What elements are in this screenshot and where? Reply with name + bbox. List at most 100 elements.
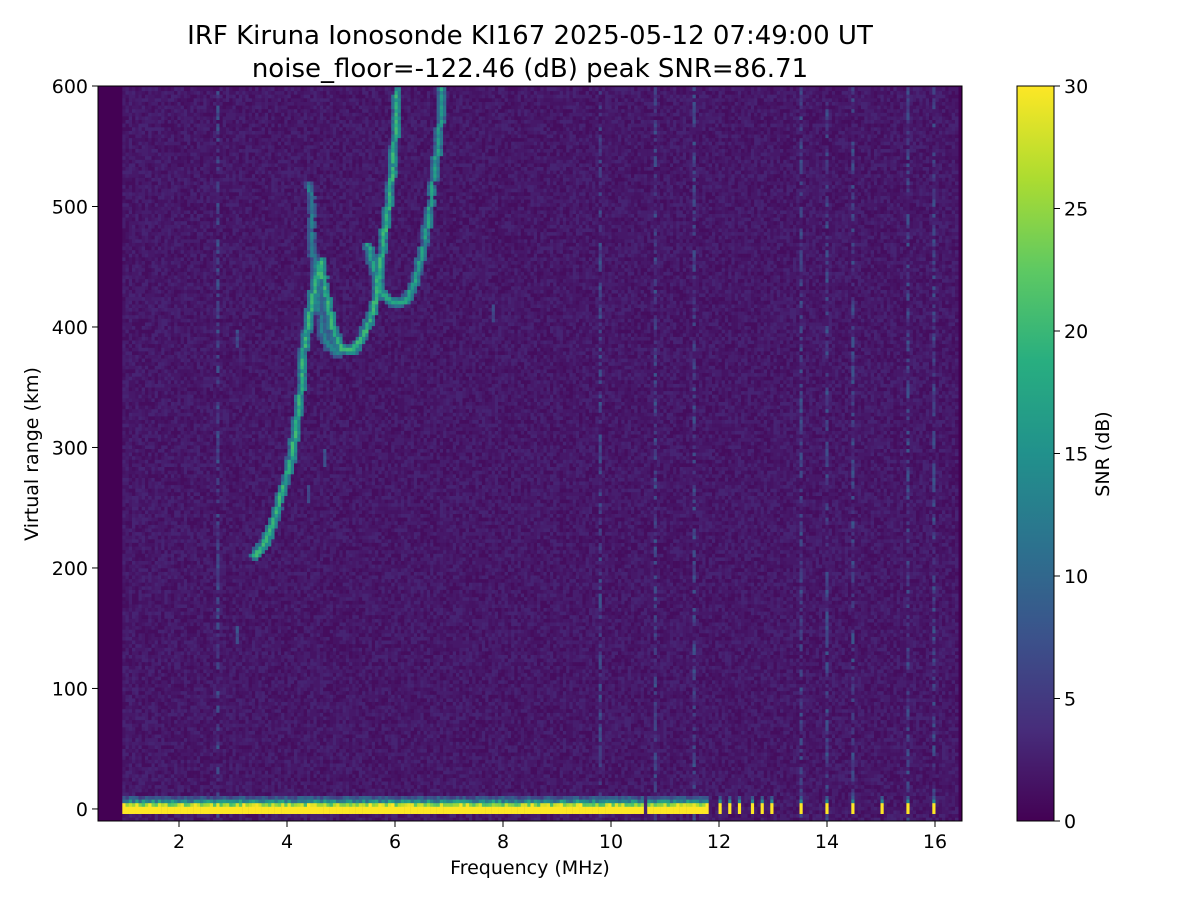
heatmap-cell xyxy=(174,90,178,95)
heatmap-cell xyxy=(187,517,191,525)
heatmap-cell xyxy=(132,361,136,366)
heatmap-cell xyxy=(148,239,152,243)
heatmap-cell xyxy=(196,560,201,565)
heatmap-cell xyxy=(138,123,142,131)
heatmap-cell xyxy=(187,593,191,598)
heatmap-cell xyxy=(141,369,146,374)
heatmap-cell xyxy=(200,376,204,381)
heatmap-cell xyxy=(180,781,185,786)
heatmap-cell xyxy=(122,466,126,471)
heatmap-cell xyxy=(151,192,155,196)
heatmap-cell xyxy=(148,242,152,247)
heatmap-cell xyxy=(145,98,149,102)
heatmap-cell xyxy=(183,521,188,525)
heatmap-cell xyxy=(125,636,129,641)
heatmap-cell xyxy=(213,770,217,775)
heatmap-cell xyxy=(167,307,172,312)
heatmap-cell xyxy=(135,629,139,637)
heatmap-cell xyxy=(148,546,152,551)
heatmap-cell xyxy=(148,792,152,796)
heatmap-cell xyxy=(203,777,207,782)
heatmap-cell xyxy=(164,531,168,536)
heatmap-cell xyxy=(187,434,191,439)
heatmap-cell xyxy=(125,788,129,793)
heatmap-cell xyxy=(203,582,207,587)
heatmap-cell xyxy=(145,224,149,229)
heatmap-cell xyxy=(187,163,191,167)
heatmap-cell xyxy=(183,390,188,395)
heatmap-cell xyxy=(128,549,133,554)
heatmap-cell xyxy=(154,730,159,735)
heatmap-cell xyxy=(132,506,136,511)
heatmap-cell xyxy=(187,224,191,229)
heatmap-cell xyxy=(145,455,149,460)
heatmap-cell xyxy=(193,246,198,251)
heatmap-cell xyxy=(122,217,126,229)
heatmap-cell xyxy=(187,763,191,768)
heatmap-cell xyxy=(138,152,142,157)
heatmap-cell xyxy=(132,781,136,786)
heatmap-cell xyxy=(157,249,162,254)
heatmap-cell xyxy=(161,318,165,330)
heatmap-cell xyxy=(219,615,223,619)
heatmap-cell xyxy=(170,643,175,648)
heatmap-cell xyxy=(203,672,207,677)
heatmap-cell xyxy=(135,398,139,402)
heatmap-cell xyxy=(135,571,139,576)
heatmap-cell xyxy=(145,604,149,608)
heatmap-cell xyxy=(196,792,201,796)
heatmap-cell xyxy=(193,286,198,290)
heatmap-cell xyxy=(216,94,220,99)
heatmap-cell xyxy=(219,542,223,547)
heatmap-cell xyxy=(145,217,149,225)
heatmap-cell xyxy=(145,394,149,399)
heatmap-cell xyxy=(125,119,129,124)
heatmap-cell xyxy=(170,672,175,677)
heatmap-cell xyxy=(216,474,220,478)
heatmap-cell xyxy=(125,521,129,525)
heatmap-cell xyxy=(209,390,214,399)
heatmap-cell xyxy=(206,535,210,540)
heatmap-cell xyxy=(167,687,172,692)
heatmap-cell xyxy=(170,795,175,800)
heatmap-cell xyxy=(180,665,185,670)
heatmap-cell xyxy=(177,701,181,713)
heatmap-cell xyxy=(141,108,146,113)
heatmap-cell xyxy=(135,737,139,742)
heatmap-cell xyxy=(161,589,165,609)
heatmap-cell xyxy=(213,792,217,796)
heatmap-cell xyxy=(183,654,188,659)
heatmap-cell xyxy=(209,734,214,742)
heatmap-cell xyxy=(183,408,188,413)
heatmap-cell xyxy=(135,539,139,543)
heatmap-cell xyxy=(193,477,198,482)
heatmap-cell xyxy=(141,615,146,619)
heatmap-cell xyxy=(190,582,194,587)
heatmap-cell xyxy=(148,347,152,355)
heatmap-cell xyxy=(145,347,149,352)
heatmap-cell xyxy=(216,466,220,471)
heatmap-cell xyxy=(151,174,155,178)
heatmap-cell xyxy=(161,813,165,818)
heatmap-cell xyxy=(161,582,165,587)
heatmap-cell xyxy=(135,665,139,674)
heatmap-cell xyxy=(183,474,188,478)
heatmap-cell xyxy=(180,361,185,366)
heatmap-cell xyxy=(157,716,162,724)
heatmap-cell xyxy=(170,408,175,417)
heatmap-cell xyxy=(122,394,126,399)
heatmap-cell xyxy=(187,231,191,236)
heatmap-cell xyxy=(132,474,136,478)
heatmap-cell xyxy=(170,90,175,95)
heatmap-cell xyxy=(187,568,191,576)
heatmap-cell xyxy=(216,358,220,363)
heatmap-cell xyxy=(128,510,133,514)
heatmap-cell xyxy=(187,293,191,298)
heatmap-cell xyxy=(125,329,129,334)
heatmap-cell xyxy=(200,474,204,489)
heatmap-cell xyxy=(203,741,207,746)
heatmap-cell xyxy=(200,640,204,645)
heatmap-cell xyxy=(190,257,194,261)
heatmap-cell xyxy=(219,448,223,453)
heatmap-cell xyxy=(154,282,159,287)
